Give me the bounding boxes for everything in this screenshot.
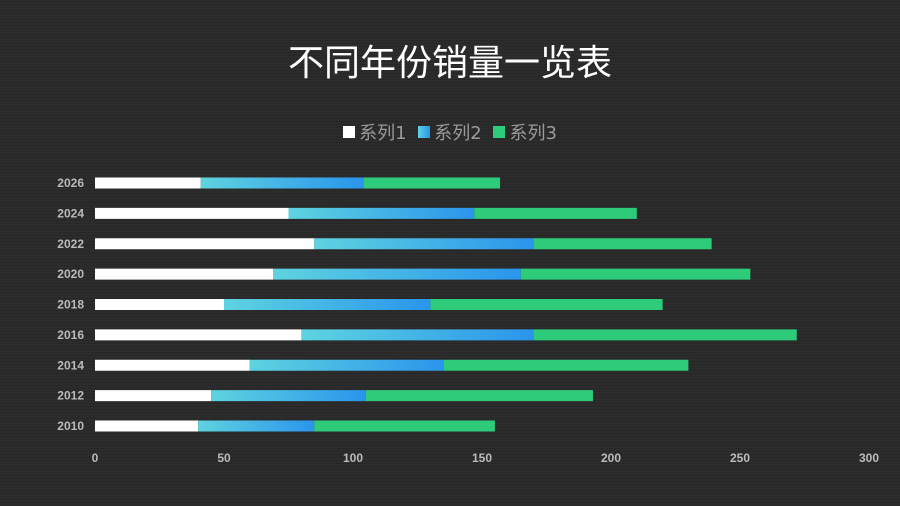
legend-label: 系列3 [509,123,557,144]
bar-series1-2010 [95,420,199,432]
x-tick-label: 300 [859,451,879,465]
bar-series1-2020 [95,268,274,280]
x-tick-label: 50 [217,451,231,465]
bar-series2-2020 [273,268,521,280]
y-tick-label: 2012 [57,389,84,403]
y-tick-label: 2016 [57,328,84,342]
y-tick-label: 2014 [57,358,84,372]
y-tick-label: 2022 [57,237,84,251]
legend-swatch [418,126,431,138]
y-tick-label: 2010 [57,419,84,433]
bar-series2-2016 [301,329,534,341]
legend-item-series2: 系列2 [418,119,482,145]
bar-series2-2012 [211,390,366,402]
bar-series2-2018 [224,299,431,310]
legend-label: 系列2 [434,123,482,144]
bar-series1-2018 [95,299,224,310]
x-tick-label: 100 [343,451,363,465]
legend-item-series1: 系列1 [343,119,407,145]
y-tick-label: 2024 [57,206,84,220]
x-tick-label: 0 [92,451,99,465]
legend-swatch [343,126,356,138]
bar-series1-2014 [95,359,250,371]
bar-series1-2024 [95,207,289,219]
legend: 系列1 系列2 系列3 [0,119,900,145]
legend-swatch [493,126,506,138]
bar-series1-2012 [95,390,212,402]
bar-series2-2010 [198,420,315,432]
bar-series3-2018 [430,299,663,310]
chart-title: 不同年份销量一览表 [287,43,612,84]
bar-series2-2026 [200,177,364,189]
legend-item-series3: 系列3 [493,119,557,145]
bar-series3-2022 [533,238,712,250]
bar-series3-2016 [533,329,797,341]
bar-series2-2014 [249,359,444,371]
bar-series3-2026 [363,177,501,189]
bar-series1-2022 [95,238,315,250]
bar-series3-2010 [314,420,495,432]
y-tick-label: 2018 [57,298,84,312]
bar-series3-2020 [520,268,751,280]
x-tick-label: 150 [472,451,492,465]
bar-series2-2022 [314,238,534,250]
bar-series1-2016 [95,329,302,341]
x-tick-label: 200 [601,451,621,465]
y-tick-label: 2026 [57,176,84,190]
y-tick-label: 2020 [57,267,84,281]
bar-series3-2012 [365,390,593,402]
x-tick-label: 250 [730,451,750,465]
legend-label: 系列1 [359,123,407,144]
bar-series3-2024 [474,207,637,219]
bar-series1-2026 [95,177,201,189]
bar-series2-2024 [288,207,475,219]
bar-series3-2014 [443,359,689,371]
